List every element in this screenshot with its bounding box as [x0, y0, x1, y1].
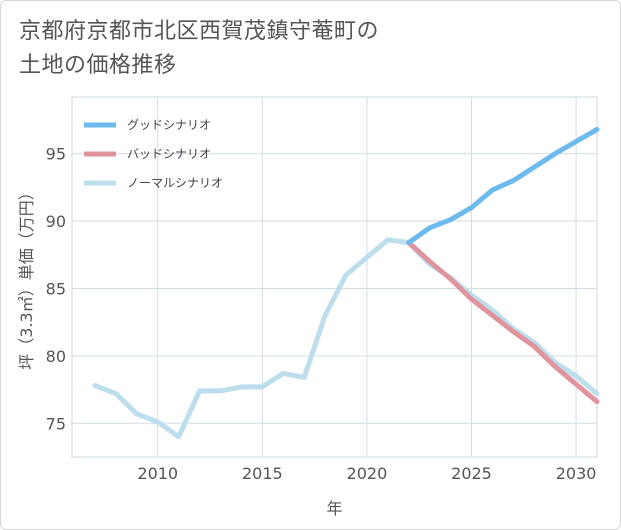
legend-label-normal: ノーマルシナリオ — [127, 176, 223, 190]
grid — [71, 96, 598, 458]
chart-title-line1: 京都府京都市北区西賀茂鎮守菴町の — [19, 19, 380, 44]
plot-frame — [71, 96, 598, 458]
series-group — [92, 126, 600, 440]
y-tick-label: 85 — [46, 279, 66, 298]
chart-title-line2: 土地の価格推移 — [19, 53, 177, 78]
series-line-bad — [406, 240, 600, 405]
x-tick-label: 2015 — [242, 464, 283, 483]
y-tick-label: 95 — [46, 145, 66, 164]
series-line-good — [406, 126, 600, 246]
x-tick-label: 2010 — [137, 464, 178, 483]
x-tick-label: 2030 — [556, 464, 597, 483]
y-tick-label: 90 — [46, 212, 66, 231]
x-tick-label: 2020 — [347, 464, 388, 483]
y-tick-label: 75 — [46, 414, 66, 433]
chart-title: 京都府京都市北区西賀茂鎮守菴町の 土地の価格推移 — [19, 15, 579, 83]
x-tick-label: 2025 — [451, 464, 492, 483]
y-tick-label: 80 — [46, 347, 66, 366]
y-axis-label: 坪（3.3㎡）単価（万円） — [17, 184, 36, 369]
legend-label-bad: バッドシナリオ — [127, 147, 211, 161]
tick-labels: 2010 2015 2020 2025 2030 75 80 85 90 95 — [46, 145, 597, 483]
legend-label-good: グッドシナリオ — [127, 118, 211, 132]
x-axis-label: 年 — [326, 499, 342, 518]
